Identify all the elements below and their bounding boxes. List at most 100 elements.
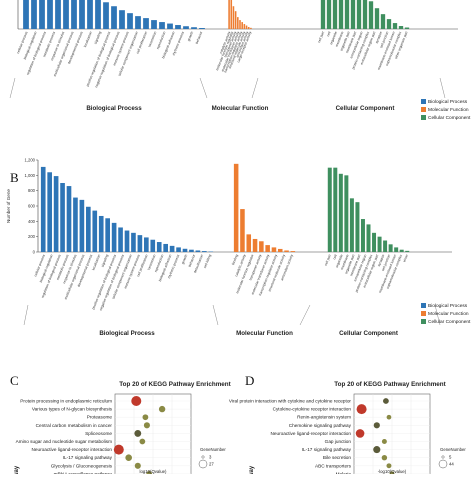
bar-biological bbox=[143, 18, 149, 29]
legend-swatch bbox=[421, 311, 426, 316]
bar-biological bbox=[159, 22, 165, 29]
pathway-label: Cytokine-cytokine receptor interaction bbox=[273, 407, 352, 412]
group-bracket-line bbox=[10, 78, 15, 98]
category-label: cell part bbox=[324, 254, 332, 267]
y-tick-label: 400 bbox=[28, 219, 36, 224]
y-tick-label: 200 bbox=[28, 234, 36, 239]
bar-cellular bbox=[405, 251, 409, 252]
bar-biological bbox=[103, 2, 109, 29]
group-bracket-line bbox=[300, 305, 310, 325]
y-tick-label: 600 bbox=[28, 204, 36, 209]
bar-biological bbox=[87, 0, 93, 29]
bar-molecular bbox=[237, 17, 239, 29]
group-label: Molecular Function bbox=[212, 105, 269, 112]
bar-molecular bbox=[239, 20, 241, 29]
bar-cellular bbox=[350, 198, 354, 252]
y-tick-label: 1,200 bbox=[25, 158, 36, 163]
bar-biological bbox=[105, 218, 110, 252]
bar-biological bbox=[176, 247, 181, 252]
bar-biological bbox=[131, 233, 136, 252]
category-label: cell part bbox=[317, 31, 325, 44]
bar-biological bbox=[23, 0, 29, 29]
enrichment-dot bbox=[373, 446, 380, 453]
category-label: locomotion bbox=[147, 31, 157, 48]
bar-biological bbox=[95, 0, 101, 29]
legend-label: Cellular Component bbox=[428, 115, 471, 121]
group-label: Cellular Component bbox=[336, 105, 395, 112]
bar-biological bbox=[63, 0, 69, 29]
enrichment-dot bbox=[386, 463, 391, 468]
bar-molecular bbox=[253, 239, 258, 252]
bar-biological bbox=[79, 0, 85, 29]
bar-biological bbox=[71, 0, 77, 29]
bar-biological bbox=[150, 240, 155, 252]
legend-swatch bbox=[421, 319, 426, 324]
bar-biological bbox=[183, 26, 189, 29]
bar-molecular bbox=[250, 28, 252, 29]
kegg-chart-title: Top 20 of KEGG Pathway Enrichment bbox=[119, 381, 231, 388]
legend-size-circle bbox=[439, 460, 447, 468]
bar-biological bbox=[86, 207, 91, 252]
category-label: growth bbox=[187, 31, 195, 42]
bar-cellular bbox=[375, 8, 379, 29]
legend-swatch bbox=[421, 303, 426, 308]
group-label: Biological Process bbox=[99, 330, 155, 337]
bar-biological bbox=[191, 27, 197, 29]
bar-cellular bbox=[378, 237, 382, 252]
enrichment-dot bbox=[144, 422, 150, 428]
bar-molecular bbox=[278, 249, 283, 252]
enrichment-dot bbox=[357, 404, 367, 414]
enrichment-dot bbox=[159, 406, 165, 412]
bar-cellular bbox=[399, 26, 403, 29]
bar-cellular bbox=[339, 174, 343, 252]
pathway-label: Glycolysis / Gluconeogenesis bbox=[51, 463, 113, 468]
legend-title: GeneNumber bbox=[200, 447, 226, 452]
legend-size-circle bbox=[202, 456, 204, 458]
enrichment-dot bbox=[383, 398, 389, 404]
group-bracket-line bbox=[24, 305, 28, 325]
bar-biological bbox=[55, 0, 61, 29]
q-value-label: log10(Qvalue) bbox=[140, 469, 168, 474]
pathway-label: Protein processing in endoplasmic reticu… bbox=[20, 399, 112, 404]
bar-molecular bbox=[228, 0, 230, 29]
bar-biological bbox=[175, 25, 181, 29]
bar-cellular bbox=[333, 0, 337, 29]
pathway-label: Proteasome bbox=[87, 415, 113, 420]
pathway-label: Neuroactive ligand-receptor interaction bbox=[270, 431, 351, 436]
pathway-label: Spliceosome bbox=[85, 431, 112, 436]
bar-biological bbox=[67, 186, 72, 252]
bar-cellular bbox=[327, 0, 331, 29]
bar-biological bbox=[151, 20, 157, 29]
category-label: cell bbox=[326, 31, 332, 37]
category-label: growth bbox=[181, 254, 189, 265]
bar-molecular bbox=[265, 245, 270, 252]
bar-cellular bbox=[389, 244, 393, 252]
bar-cellular bbox=[381, 14, 385, 29]
bar-biological bbox=[135, 16, 141, 29]
category-label: binding bbox=[231, 254, 239, 266]
legend-size-circle bbox=[442, 456, 444, 458]
pathway-label: Central carbon metabolism in cancer bbox=[36, 423, 113, 428]
bar-biological bbox=[196, 250, 201, 252]
bar-biological bbox=[157, 242, 162, 252]
legend-size-value: 5 bbox=[449, 455, 452, 460]
bar-molecular bbox=[235, 11, 237, 29]
bar-cellular bbox=[387, 19, 391, 29]
pathway-label: Neuroactive ligand-receptor interaction bbox=[31, 447, 112, 452]
legend-swatch bbox=[421, 99, 426, 104]
bar-cellular bbox=[394, 247, 398, 252]
bar-biological bbox=[99, 216, 104, 252]
bar-molecular bbox=[234, 164, 239, 252]
bar-cellular bbox=[369, 1, 373, 29]
bar-biological bbox=[202, 251, 207, 252]
enrichment-dot bbox=[387, 415, 392, 420]
bar-biological bbox=[189, 250, 194, 252]
y-axis-label: athway bbox=[14, 465, 20, 474]
legend-size-value: 3 bbox=[209, 455, 212, 460]
bar-cellular bbox=[393, 23, 397, 29]
pathway-label: Bile secretion bbox=[323, 455, 352, 460]
bar-molecular bbox=[259, 241, 264, 252]
bar-molecular bbox=[291, 251, 296, 252]
enrichment-dot bbox=[134, 430, 141, 437]
bar-cellular bbox=[361, 219, 365, 252]
